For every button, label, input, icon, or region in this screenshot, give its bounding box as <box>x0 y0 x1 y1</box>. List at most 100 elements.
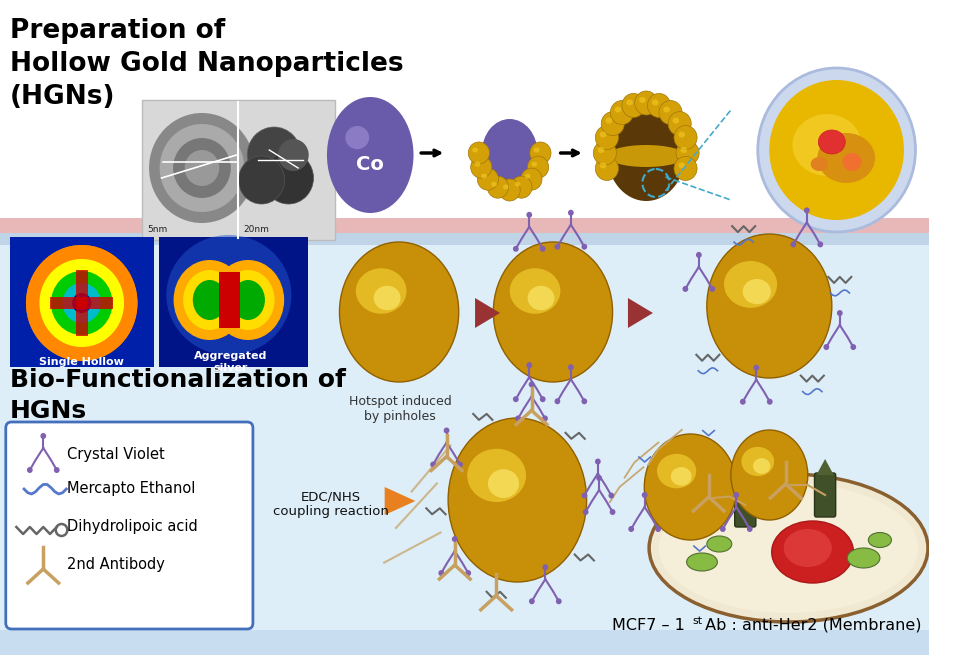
Ellipse shape <box>731 430 808 520</box>
Ellipse shape <box>491 181 497 187</box>
Ellipse shape <box>743 279 771 304</box>
Circle shape <box>683 286 688 292</box>
Circle shape <box>27 467 33 473</box>
Ellipse shape <box>482 119 537 187</box>
Circle shape <box>582 398 587 404</box>
Bar <box>0 233 929 245</box>
Ellipse shape <box>742 447 774 476</box>
Circle shape <box>582 493 587 498</box>
Circle shape <box>568 364 574 370</box>
Circle shape <box>63 283 101 323</box>
Circle shape <box>542 415 548 421</box>
Bar <box>0 0 929 242</box>
Ellipse shape <box>533 147 539 153</box>
Circle shape <box>513 246 519 252</box>
Circle shape <box>499 179 521 201</box>
Ellipse shape <box>448 418 586 582</box>
Circle shape <box>247 127 301 183</box>
Circle shape <box>239 156 285 204</box>
Circle shape <box>611 101 634 124</box>
Circle shape <box>596 475 602 481</box>
Circle shape <box>51 271 112 335</box>
Circle shape <box>674 126 697 149</box>
Ellipse shape <box>531 162 537 166</box>
Circle shape <box>622 94 645 117</box>
Circle shape <box>173 138 231 198</box>
Ellipse shape <box>607 145 686 167</box>
Text: Mercapto Ethanol: Mercapto Ethanol <box>68 481 196 496</box>
Circle shape <box>521 168 542 190</box>
Ellipse shape <box>639 97 645 103</box>
Circle shape <box>63 283 101 323</box>
Ellipse shape <box>818 130 845 154</box>
Circle shape <box>540 246 546 252</box>
Text: Preparation of
Hollow Gold Nanoparticles
(HGNs): Preparation of Hollow Gold Nanoparticles… <box>10 18 403 110</box>
Circle shape <box>554 398 560 404</box>
Circle shape <box>790 242 796 248</box>
Circle shape <box>54 467 60 473</box>
Bar <box>158 237 308 367</box>
Circle shape <box>610 509 615 515</box>
Bar <box>219 272 241 328</box>
Ellipse shape <box>474 162 480 166</box>
Ellipse shape <box>488 469 519 498</box>
Circle shape <box>593 141 616 165</box>
Ellipse shape <box>472 147 478 153</box>
Circle shape <box>469 142 490 164</box>
Bar <box>142 100 334 240</box>
Circle shape <box>72 293 92 313</box>
Circle shape <box>159 124 244 212</box>
Ellipse shape <box>231 280 265 320</box>
Circle shape <box>149 113 255 223</box>
Circle shape <box>720 526 725 532</box>
Ellipse shape <box>772 521 853 583</box>
Polygon shape <box>816 459 834 475</box>
Circle shape <box>753 365 759 371</box>
Text: Crystal Violet: Crystal Violet <box>68 447 165 462</box>
Ellipse shape <box>842 153 862 171</box>
Ellipse shape <box>339 242 459 382</box>
Ellipse shape <box>614 107 621 113</box>
FancyBboxPatch shape <box>6 422 253 629</box>
Circle shape <box>817 242 823 248</box>
Circle shape <box>595 126 618 149</box>
Text: Hotspot induced
by pinholes: Hotspot induced by pinholes <box>349 395 451 423</box>
Ellipse shape <box>649 474 928 622</box>
Ellipse shape <box>468 449 526 502</box>
Ellipse shape <box>355 269 407 314</box>
Ellipse shape <box>503 185 509 189</box>
Ellipse shape <box>327 97 413 213</box>
Circle shape <box>601 111 624 136</box>
Circle shape <box>77 298 87 308</box>
Circle shape <box>185 150 219 186</box>
Circle shape <box>696 252 701 258</box>
Circle shape <box>26 245 137 361</box>
Ellipse shape <box>753 458 770 474</box>
Circle shape <box>40 259 124 347</box>
Text: Dihydrolipoic acid: Dihydrolipoic acid <box>68 519 198 534</box>
Circle shape <box>635 91 658 115</box>
Circle shape <box>530 142 551 164</box>
Ellipse shape <box>600 162 607 168</box>
Bar <box>50 297 113 309</box>
Text: Co: Co <box>356 155 384 174</box>
FancyBboxPatch shape <box>814 473 836 517</box>
Ellipse shape <box>817 133 875 183</box>
Bar <box>10 237 154 367</box>
Ellipse shape <box>707 234 832 378</box>
Ellipse shape <box>687 553 718 571</box>
Ellipse shape <box>680 147 687 153</box>
Ellipse shape <box>527 286 554 310</box>
Ellipse shape <box>494 242 612 382</box>
Bar <box>76 270 88 336</box>
Ellipse shape <box>481 174 487 179</box>
Polygon shape <box>475 298 500 328</box>
Circle shape <box>26 245 137 361</box>
Circle shape <box>676 141 699 165</box>
Ellipse shape <box>659 483 919 613</box>
Ellipse shape <box>670 467 692 485</box>
Text: Aggregated
silver: Aggregated silver <box>194 351 268 373</box>
Circle shape <box>655 526 661 532</box>
Ellipse shape <box>664 107 670 113</box>
Polygon shape <box>384 487 415 515</box>
